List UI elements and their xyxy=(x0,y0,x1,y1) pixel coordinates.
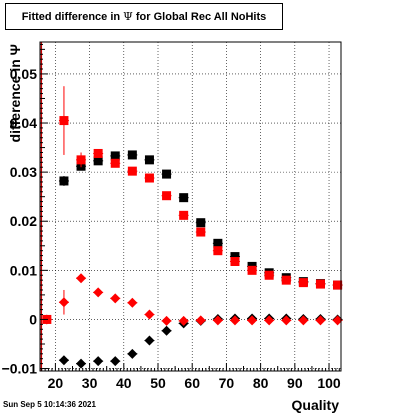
y-tick-label: 0 xyxy=(29,311,37,327)
square-marker xyxy=(298,278,308,288)
diamond-marker xyxy=(178,315,189,326)
x-tick-label: 90 xyxy=(287,375,303,391)
y-axis-label: difference in Ψ xyxy=(7,44,23,142)
square-marker xyxy=(281,275,291,285)
square-marker xyxy=(315,279,325,289)
diamond-marker xyxy=(127,348,138,359)
series-0 xyxy=(58,150,343,290)
diamond-marker xyxy=(195,315,206,326)
timestamp: Sun Sep 5 10:14:36 2021 xyxy=(3,400,96,409)
square-marker xyxy=(110,151,120,161)
x-tick-label: 30 xyxy=(82,375,98,391)
square-marker xyxy=(333,280,343,290)
square-marker xyxy=(162,169,172,179)
square-marker xyxy=(196,218,206,228)
square-marker xyxy=(144,155,154,165)
diamond-marker xyxy=(76,358,87,369)
x-axis-label: Quality xyxy=(292,397,340,413)
diamond-marker xyxy=(110,293,121,304)
square-marker xyxy=(93,156,103,166)
diamond-marker xyxy=(93,356,104,367)
x-tick-label: 40 xyxy=(116,375,132,391)
y-tick-label: 0.03 xyxy=(10,164,37,180)
diamond-marker xyxy=(93,287,104,298)
diamond-marker xyxy=(161,325,172,336)
diamond-marker xyxy=(58,355,69,366)
diamond-marker xyxy=(298,315,309,326)
square-marker xyxy=(179,210,189,220)
square-marker xyxy=(59,176,69,186)
square-marker xyxy=(110,158,120,168)
x-tick-label: 80 xyxy=(253,375,269,391)
diamond-marker xyxy=(332,315,343,326)
y-tick-label: 0.02 xyxy=(10,213,37,229)
y-tick-label: 0.01 xyxy=(10,262,37,278)
chart-title-suffix: for Global Rec All NoHits xyxy=(135,11,267,23)
diamond-marker xyxy=(161,315,172,326)
y-tick-label: 0.05 xyxy=(10,66,37,82)
square-marker xyxy=(179,193,189,203)
square-marker xyxy=(230,256,240,266)
y-tick-label: −0.01 xyxy=(2,361,38,377)
diamond-marker xyxy=(264,315,275,326)
square-marker xyxy=(213,238,223,248)
plot-frame xyxy=(39,41,342,372)
x-tick-label: 100 xyxy=(317,375,341,391)
x-tick-label: 20 xyxy=(48,375,64,391)
series-1 xyxy=(41,86,343,324)
diamond-marker xyxy=(144,309,155,320)
x-tick-label: 70 xyxy=(219,375,235,391)
x-tick-label: 60 xyxy=(184,375,200,391)
chart-title-box: Fitted difference in Ψ for Global Rec Al… xyxy=(5,3,283,30)
square-marker xyxy=(144,173,154,183)
square-marker xyxy=(162,191,172,201)
axes: 20 30 40 50 60 70 80 90 100 −0.01 0 0.01 0.02 0.03 0.0… xyxy=(2,43,341,391)
chart-title: Fitted difference in Ψ for Global Rec Al… xyxy=(6,10,282,23)
diamond-marker xyxy=(144,335,155,346)
y-tick-label: 0.04 xyxy=(10,115,37,131)
diamond-marker xyxy=(281,315,292,326)
chart-title-prefix: Fitted difference in xyxy=(21,11,121,23)
square-marker xyxy=(59,116,69,126)
diamond-marker xyxy=(58,297,69,308)
square-marker xyxy=(127,166,137,176)
x-tick-label: 50 xyxy=(150,375,166,391)
square-marker xyxy=(93,148,103,158)
square-marker xyxy=(247,265,257,275)
chart-title-symbol: Ψ xyxy=(123,10,133,23)
square-marker xyxy=(196,227,206,237)
square-marker xyxy=(230,252,240,262)
diamond-marker xyxy=(127,297,138,308)
diamond-marker xyxy=(110,356,121,367)
diamond-marker xyxy=(247,315,258,326)
square-marker xyxy=(127,150,137,160)
square-marker xyxy=(213,246,223,256)
square-marker xyxy=(76,155,86,165)
diamond-marker xyxy=(76,273,87,284)
diamond-marker xyxy=(229,315,240,326)
grid-lines xyxy=(40,42,341,371)
series-3 xyxy=(41,273,343,326)
diamond-marker xyxy=(212,315,223,326)
data-series xyxy=(41,86,343,369)
diamond-marker xyxy=(315,315,326,326)
square-marker xyxy=(264,270,274,280)
